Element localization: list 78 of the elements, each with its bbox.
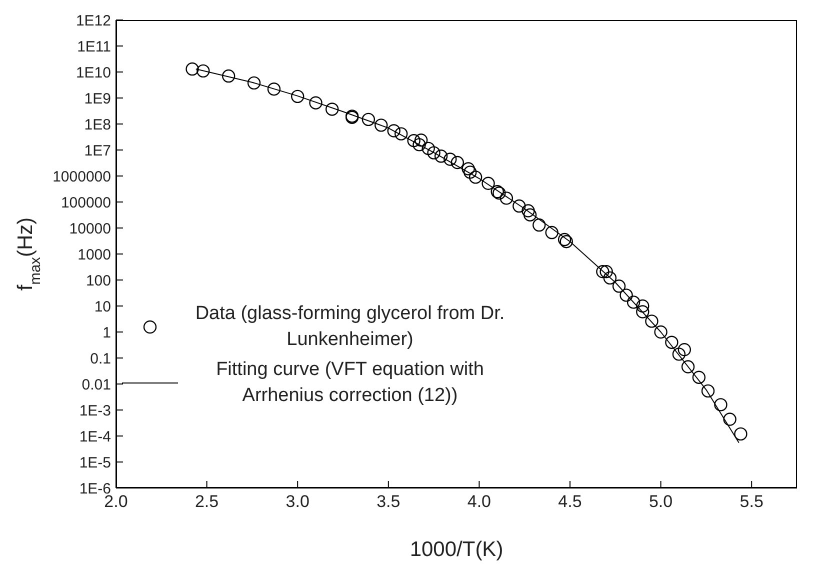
x-tick-label: 5.0 (648, 492, 673, 512)
y-tick-label: 10000 (69, 220, 111, 238)
point (291, 90, 304, 104)
x-tick-label: 2.5 (194, 492, 219, 512)
legend-label: Fitting curve (VFT equation with Arrhenius correction (12)) (215, 358, 485, 408)
x-tick-label: 4.5 (558, 492, 582, 512)
point (412, 138, 426, 152)
point (500, 192, 514, 205)
x-axis-title: 1000/T(K) (410, 538, 504, 561)
x-tick-label: 3.0 (286, 492, 310, 512)
y-tick-label: 1E8 (84, 116, 111, 134)
point (603, 271, 617, 285)
x-tick-label: 3.5 (376, 492, 400, 512)
point (645, 314, 658, 328)
point (362, 112, 376, 126)
point (222, 69, 236, 83)
point (665, 336, 678, 349)
y-tick-label: 1E-5 (79, 454, 111, 472)
point (374, 118, 388, 132)
point (600, 265, 613, 278)
point (186, 62, 199, 76)
y-tick-label: 1 (102, 324, 111, 342)
point (672, 348, 686, 361)
point (464, 166, 477, 179)
point (468, 170, 482, 184)
point (692, 370, 706, 384)
point (414, 134, 428, 147)
point (326, 102, 339, 116)
point (247, 76, 261, 90)
point (701, 384, 715, 398)
y-tick-label: 1E10 (76, 64, 111, 82)
point (626, 296, 640, 309)
point (450, 156, 464, 170)
point (407, 134, 420, 148)
legend-label: Data (glass-forming glycerol from Dr. Lunkenheimer) (194, 302, 506, 352)
point (427, 146, 440, 160)
x-tick-label: 4.0 (467, 492, 492, 512)
point (512, 199, 526, 213)
x-tick-label: 5.5 (740, 492, 764, 512)
y-tick-label: 1E11 (77, 38, 111, 56)
y-tick-label: 1E-4 (79, 428, 111, 446)
x-tick-label: 2.0 (104, 492, 128, 512)
point (714, 398, 728, 412)
y-tick-label: 100 (86, 272, 111, 290)
point (734, 427, 748, 441)
point (434, 150, 448, 163)
point (444, 152, 457, 166)
point (387, 124, 400, 138)
point (522, 204, 535, 218)
y-tick-label: 1E7 (84, 142, 111, 160)
y-tick-label: 1E9 (84, 90, 111, 108)
point (532, 218, 546, 232)
point (681, 360, 695, 374)
point (267, 82, 281, 96)
y-tick-label: 10 (94, 298, 111, 316)
y-tick-label: 0.1 (90, 350, 111, 368)
point (523, 208, 537, 222)
point (636, 299, 650, 313)
point (620, 288, 633, 302)
point (612, 280, 626, 293)
y-tick-label: 1E12 (76, 12, 111, 30)
point (309, 96, 322, 110)
point (482, 176, 495, 190)
point (678, 343, 692, 356)
y-tick-label: 0.01 (82, 376, 111, 394)
point (723, 412, 736, 426)
point (394, 127, 408, 140)
y-tick-label: 1000 (78, 246, 111, 264)
y-tick-label: 1000000 (52, 168, 111, 186)
y-tick-label: 100000 (60, 194, 111, 212)
point (596, 265, 610, 278)
point (462, 162, 475, 176)
point (654, 325, 668, 339)
point (636, 305, 650, 318)
point (545, 226, 558, 240)
point (196, 64, 210, 78)
y-tick-label: 1E-3 (79, 402, 111, 420)
point (422, 142, 435, 156)
